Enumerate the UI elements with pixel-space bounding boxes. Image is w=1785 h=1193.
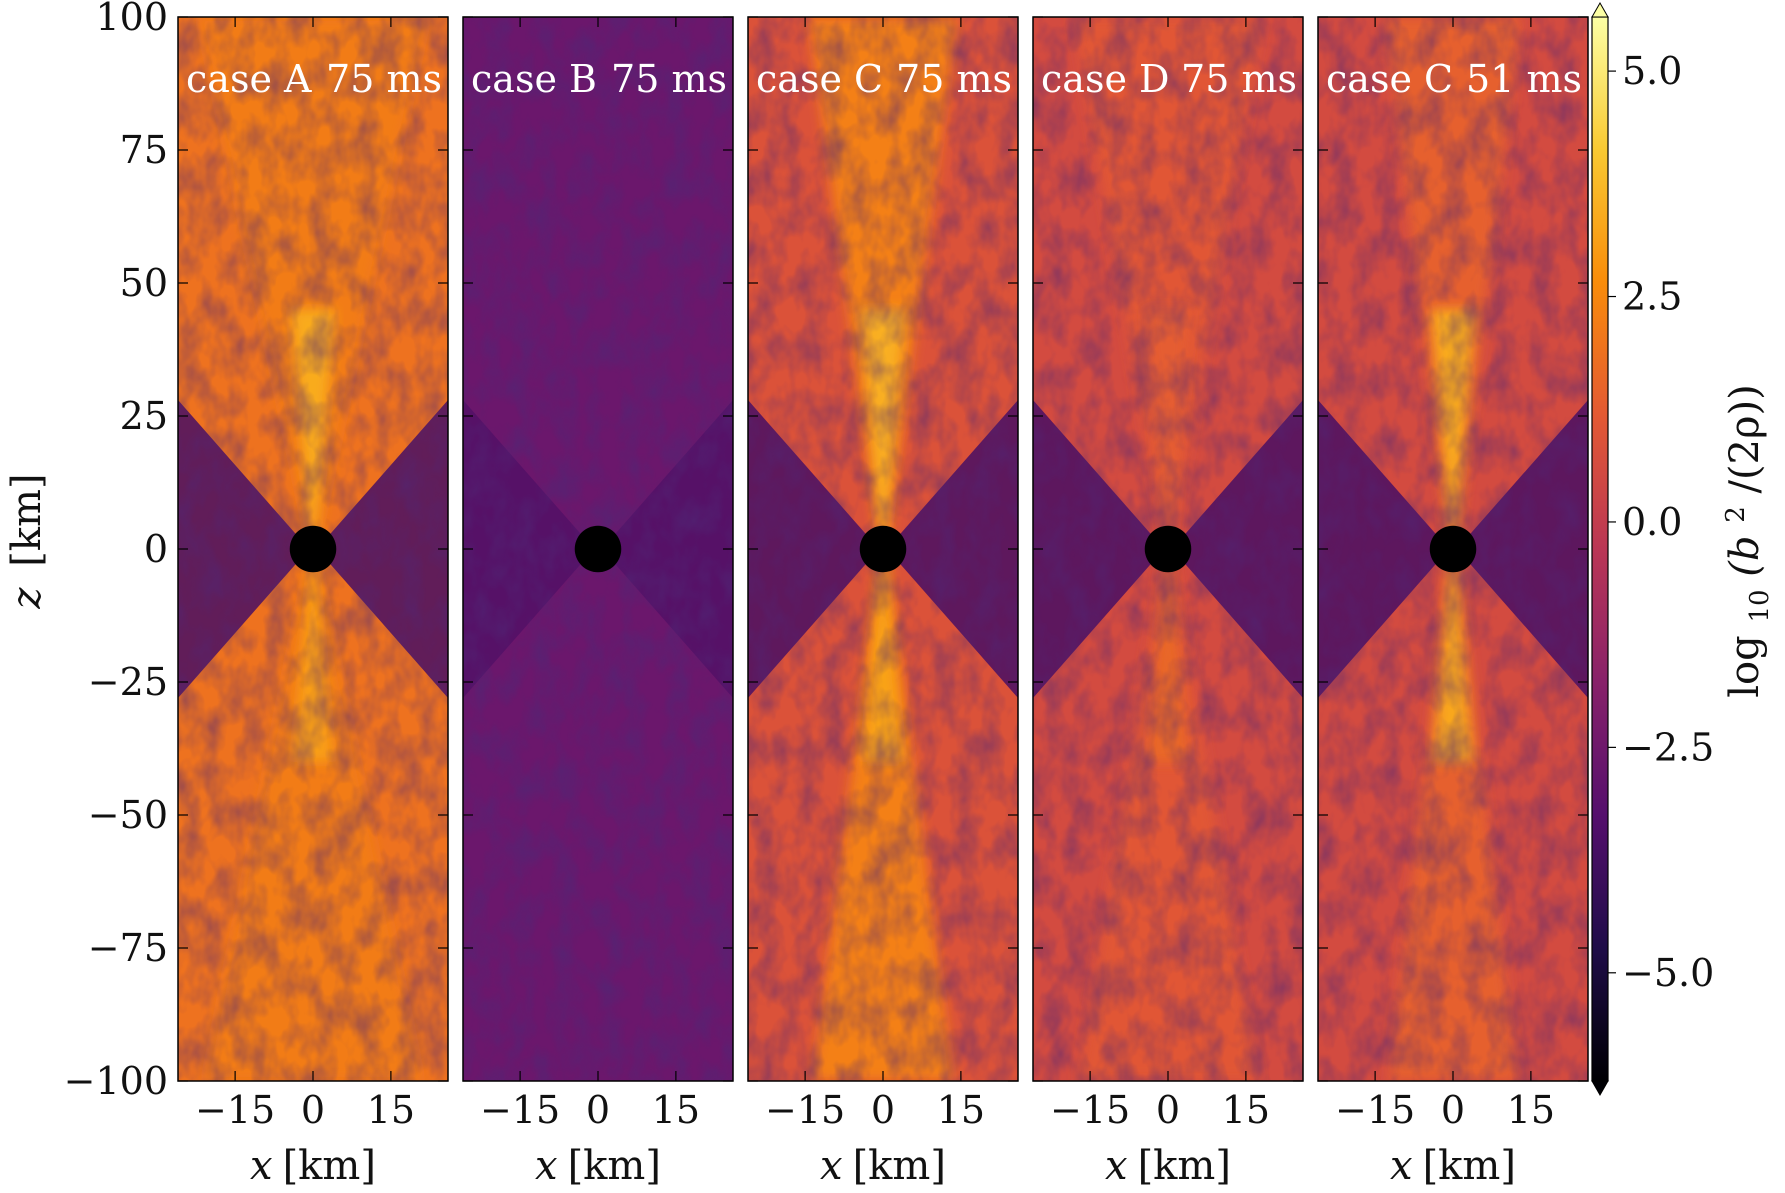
x-tick-label: −15: [1335, 1088, 1415, 1132]
x-tick-label: 15: [1222, 1088, 1270, 1132]
x-axis-label: x [km]: [1105, 1143, 1231, 1189]
x-axis-label-unit: [km]: [853, 1143, 946, 1189]
x-axis-label-unit: [km]: [283, 1143, 376, 1189]
x-tick-label: 15: [1507, 1088, 1555, 1132]
colorbar-tick-label: −2.5: [1622, 725, 1714, 769]
panel-time-label: 75 ms: [1181, 57, 1297, 101]
colorbar-tick-label: 5.0: [1622, 49, 1682, 93]
panel-time-label: 75 ms: [611, 57, 727, 101]
y-tick-label: −25: [88, 660, 168, 704]
x-tick-label: 0: [586, 1088, 610, 1132]
black-hole: [859, 525, 907, 573]
x-tick-label: 15: [367, 1088, 415, 1132]
x-axis-label: x [km]: [1390, 1143, 1516, 1189]
x-tick-label: 15: [937, 1088, 985, 1132]
black-hole: [1429, 525, 1477, 573]
colorbar-body: [1591, 16, 1609, 1082]
panel-4: case D 75 ms: [1032, 16, 1304, 1082]
panel-5: case C 51 ms: [1317, 16, 1589, 1082]
y-axis-label: z [km]: [4, 473, 50, 609]
black-hole: [289, 525, 337, 573]
colorbar-extend-min: [1591, 1080, 1609, 1097]
x-tick-label: 0: [301, 1088, 325, 1132]
x-axis-label: x [km]: [535, 1143, 661, 1189]
panel-time-label: 75 ms: [326, 57, 442, 101]
y-axis: 100 75 50 25 0 −25 −50 −75 −100: [64, 0, 168, 1103]
x-axis-label-var: x: [535, 1143, 558, 1189]
panels: case A 75 ms case B 75 ms case C 75 ms case D 7…: [177, 16, 1589, 1082]
y-tick-label: 100: [95, 0, 168, 39]
y-axis-label-var: z: [4, 587, 50, 610]
colorbar-extend-max: [1591, 1, 1609, 18]
panel-1: case A 75 ms: [177, 16, 449, 1082]
x-axis-label-var: x: [250, 1143, 273, 1189]
y-tick-label: −75: [88, 926, 168, 970]
x-tick-label: 0: [1156, 1088, 1180, 1132]
x-axis-labels: −15 0 15x [km]−15 0 15x [km]−15 0 15x [km]−15 0 15x…: [195, 1088, 1555, 1189]
x-tick-label: 15: [652, 1088, 700, 1132]
x-axis-label-var: x: [1105, 1143, 1128, 1189]
black-hole: [574, 525, 622, 573]
colorbar-tick-label: 0.0: [1622, 500, 1682, 544]
panel-3: case C 75 ms: [747, 16, 1019, 1082]
x-axis-label: x [km]: [250, 1143, 376, 1189]
x-axis-label-unit: [km]: [568, 1143, 661, 1189]
panel-time-label: 51 ms: [1466, 57, 1582, 101]
colorbar-label-open: (b: [1722, 536, 1768, 577]
panel-case-label: case B: [471, 57, 597, 101]
colorbar-tick-label: −5.0: [1622, 951, 1714, 995]
panel-case-label: case D: [1041, 57, 1169, 101]
colorbar: 5.0 2.5 0.0 −2.5 −5.0: [1591, 1, 1714, 1097]
y-tick-label: 50: [120, 261, 168, 305]
y-tick-label: −50: [88, 793, 168, 837]
colorbar-label-log: log: [1722, 635, 1768, 697]
colorbar-label-sup: 2: [1721, 506, 1751, 523]
y-tick-label: 75: [120, 128, 168, 172]
x-tick-label: −15: [1050, 1088, 1130, 1132]
black-hole: [1144, 525, 1192, 573]
x-axis-label-var: x: [1390, 1143, 1413, 1189]
panel-2: case B 75 ms: [462, 16, 734, 1082]
panel-case-label: case C: [756, 57, 883, 101]
colorbar-tick-label: 2.5: [1622, 275, 1682, 319]
colorbar-label-sub: 10: [1745, 589, 1775, 622]
x-axis-label-unit: [km]: [1138, 1143, 1231, 1189]
panel-case-label: case C: [1326, 57, 1453, 101]
y-tick-label: 0: [144, 527, 168, 571]
x-axis-label: x [km]: [820, 1143, 946, 1189]
colorbar-label-close: /(2ρ)): [1722, 384, 1768, 493]
x-tick-label: −15: [195, 1088, 275, 1132]
panel-time-label: 75 ms: [896, 57, 1012, 101]
x-tick-label: −15: [765, 1088, 845, 1132]
y-axis-label-unit: [km]: [4, 473, 50, 566]
panel-case-label: case A: [186, 57, 312, 101]
x-tick-label: 0: [1441, 1088, 1465, 1132]
colorbar-label: log 10 (b 2 /(2ρ)): [1708, 384, 1778, 697]
x-axis-label-var: x: [820, 1143, 843, 1189]
x-tick-label: 0: [871, 1088, 895, 1132]
y-tick-label: −100: [64, 1059, 168, 1103]
x-tick-label: −15: [480, 1088, 560, 1132]
x-axis-label-unit: [km]: [1423, 1143, 1516, 1189]
y-tick-label: 25: [120, 394, 168, 438]
